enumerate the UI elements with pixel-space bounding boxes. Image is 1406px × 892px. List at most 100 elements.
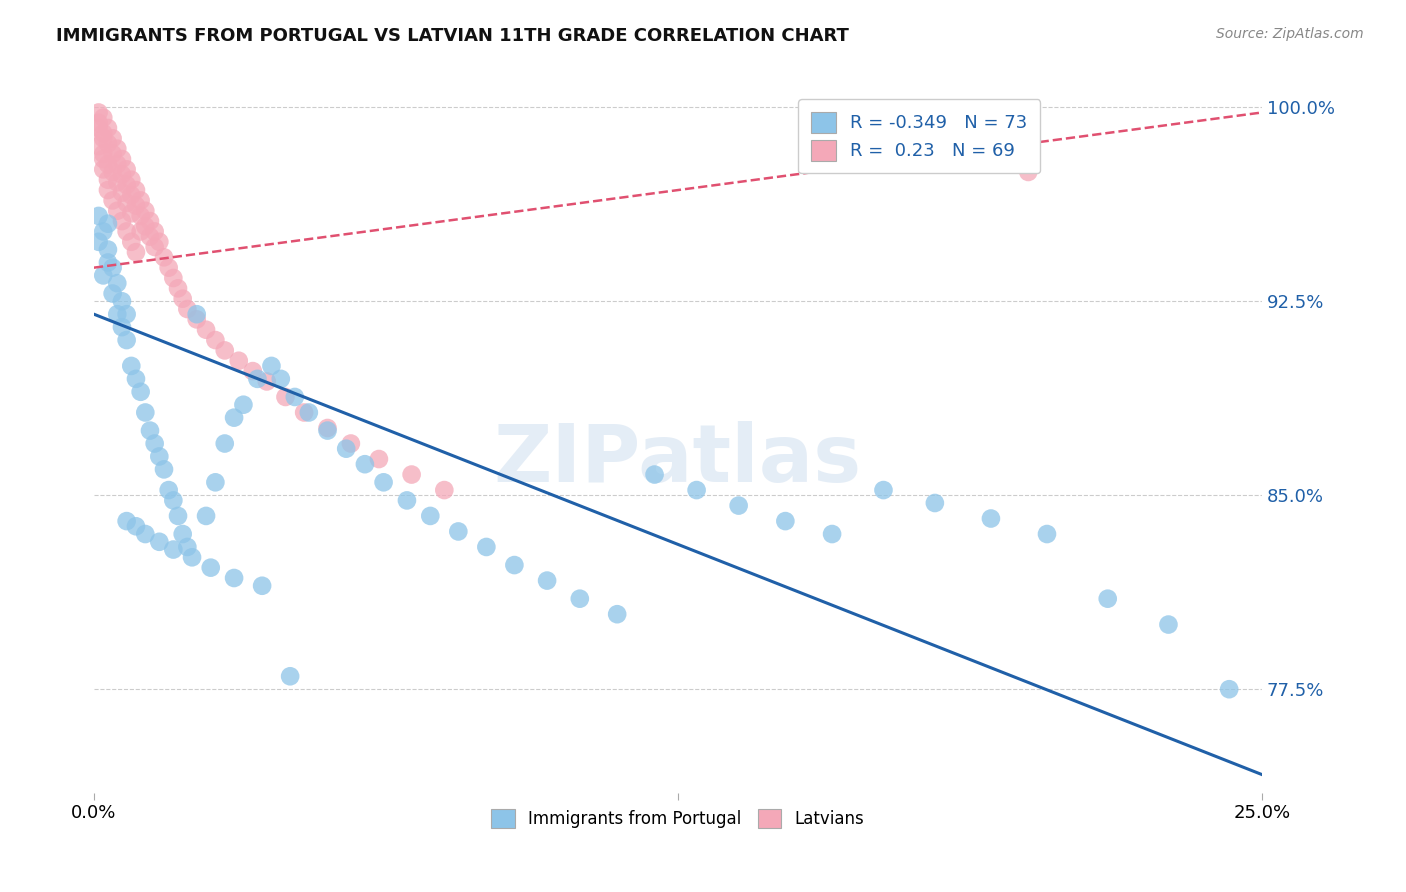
Point (87, 121, 110, 136)
Point (260, 359, 283, 373)
Point (87, 139, 110, 153)
Point (115, 307, 138, 321)
Point (91, 131, 114, 145)
Point (228, 353, 250, 368)
Point (148, 235, 170, 249)
Point (924, 496, 946, 510)
Point (91, 111, 114, 125)
Point (101, 146, 124, 161)
Point (222, 571, 245, 585)
Point (125, 198, 148, 212)
Point (316, 424, 339, 438)
Point (87, 209, 110, 223)
Point (115, 196, 138, 211)
Text: ZIPatlas: ZIPatlas (494, 420, 862, 499)
Point (97, 217, 120, 231)
Point (139, 214, 162, 228)
Point (503, 558, 526, 572)
Point (134, 527, 156, 541)
Point (101, 194, 124, 208)
Point (105, 157, 128, 171)
Point (97, 183, 120, 197)
Point (134, 405, 156, 419)
Point (176, 301, 198, 316)
Point (115, 162, 138, 177)
Point (242, 364, 264, 378)
Point (1036, 527, 1059, 541)
Point (120, 235, 142, 249)
Point (335, 442, 357, 456)
Point (373, 475, 395, 490)
Point (143, 436, 166, 450)
Point (97, 172, 120, 186)
Point (134, 203, 156, 218)
Point (162, 271, 184, 285)
Point (685, 483, 707, 497)
Point (292, 405, 315, 419)
Point (105, 175, 128, 189)
Point (111, 168, 134, 182)
Point (447, 524, 470, 539)
Point (97, 157, 120, 171)
Point (134, 219, 156, 234)
Point (606, 607, 628, 622)
Point (97, 243, 120, 257)
Point (125, 245, 148, 260)
Text: IMMIGRANTS FROM PORTUGAL VS LATVIAN 11TH GRADE CORRELATION CHART: IMMIGRANTS FROM PORTUGAL VS LATVIAN 11TH… (56, 27, 849, 45)
Point (1218, 682, 1240, 697)
Point (167, 508, 190, 523)
Point (246, 372, 269, 386)
Point (111, 320, 134, 334)
Point (157, 483, 180, 497)
Point (172, 527, 194, 541)
Point (115, 333, 138, 347)
Point (91, 224, 114, 238)
Point (105, 307, 128, 321)
Point (316, 421, 339, 435)
Point (129, 384, 152, 399)
Point (91, 162, 114, 177)
Point (256, 375, 278, 389)
Point (367, 452, 389, 467)
Point (111, 294, 134, 309)
Point (101, 260, 124, 275)
Point (195, 508, 218, 523)
Point (536, 574, 558, 588)
Point (172, 292, 194, 306)
Point (91, 152, 114, 166)
Point (270, 372, 292, 386)
Point (91, 146, 114, 161)
Point (148, 534, 170, 549)
Point (87, 235, 110, 249)
Point (120, 206, 142, 220)
Point (105, 203, 128, 218)
Point (1157, 617, 1180, 632)
Point (162, 493, 184, 508)
Point (97, 121, 120, 136)
Point (129, 224, 152, 238)
Legend: Immigrants from Portugal, Latvians: Immigrants from Portugal, Latvians (485, 803, 872, 835)
Point (111, 152, 134, 166)
Point (354, 457, 377, 471)
Point (775, 514, 797, 528)
Point (222, 410, 245, 425)
Point (214, 436, 236, 450)
Point (186, 307, 208, 321)
Point (148, 450, 170, 464)
Text: Source: ZipAtlas.com: Source: ZipAtlas.com (1216, 27, 1364, 41)
Point (105, 276, 128, 290)
Point (284, 390, 307, 404)
Point (125, 519, 148, 533)
Point (87, 105, 110, 120)
Point (97, 255, 120, 269)
Point (727, 499, 749, 513)
Point (91, 126, 114, 140)
Point (143, 224, 166, 238)
Point (1097, 591, 1119, 606)
Point (125, 183, 148, 197)
Point (821, 527, 844, 541)
Point (101, 286, 124, 301)
Point (91, 268, 114, 283)
Point (120, 359, 142, 373)
Point (980, 511, 1002, 525)
